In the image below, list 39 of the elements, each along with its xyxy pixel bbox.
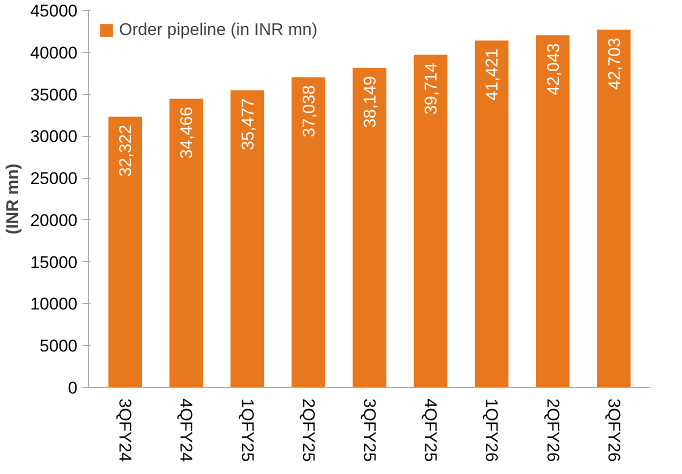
data-label: 41,421 [482,48,502,100]
x-tick-label: 3QFY24 [116,398,135,462]
y-tick-label: 10000 [30,294,78,314]
x-tick-label: 3QFY25 [360,398,379,462]
data-label: 32,322 [116,124,136,177]
bar [597,30,631,388]
data-label: 34,466 [177,106,196,159]
data-label: 42,043 [544,43,563,96]
y-tick-label: 40000 [30,43,78,62]
data-label: 38,149 [360,76,380,128]
x-tick-label: 4QFY25 [421,398,440,462]
x-tick-label: 1QFY26 [482,398,502,462]
y-tick-label: 45000 [30,2,78,20]
y-tick-label: 5000 [40,336,78,356]
y-tick-label: 20000 [30,210,78,230]
data-label: 37,038 [299,85,318,138]
x-tick-label: 4QFY24 [176,398,196,462]
data-label: 35,477 [238,98,258,150]
x-tick-label: 2QFY25 [298,398,318,462]
y-tick-label: 25000 [30,169,78,188]
bar [169,98,204,388]
y-axis-title: (INR mn) [3,164,22,234]
bar [536,35,570,388]
y-tick-label: 0 [68,378,78,398]
x-tick-label: 3QFY26 [604,398,624,462]
data-label: 42,703 [604,38,624,90]
data-label: 39,714 [422,62,441,115]
x-tick-label: 1QFY25 [238,398,257,462]
bar [474,40,508,388]
legend-label: Order pipeline (in INR mn) [119,20,318,40]
y-tick-label: 15000 [30,252,78,272]
x-tick-label: 2QFY26 [543,398,562,462]
bar [230,90,264,388]
bar [414,54,448,388]
bar [292,77,326,388]
y-tick-label: 30000 [30,127,78,146]
y-tick-label: 35000 [30,85,78,104]
bar [108,116,142,388]
bar [352,68,386,388]
